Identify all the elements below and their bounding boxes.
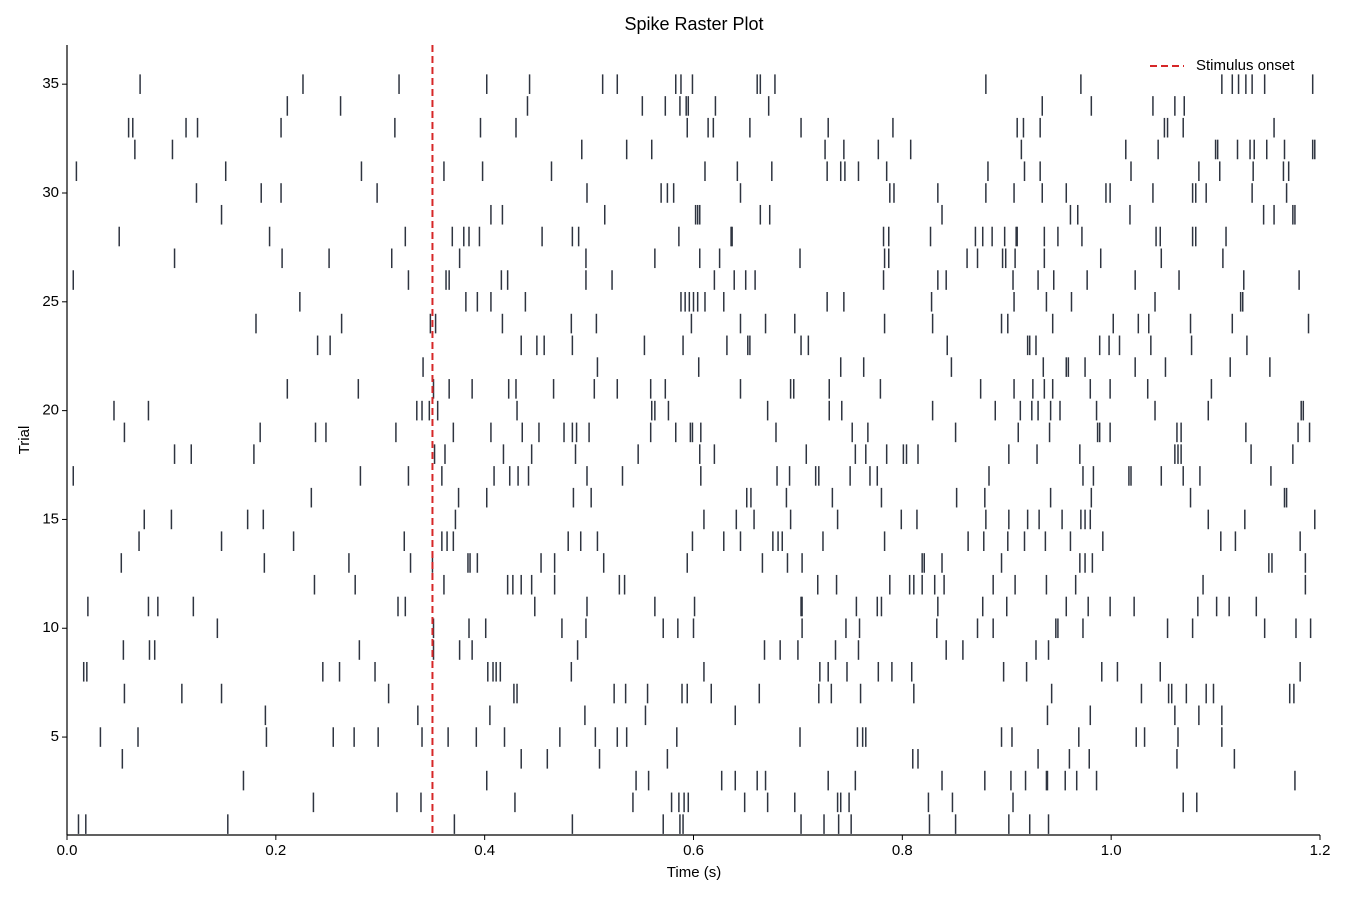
x-tick-label: 0.8 [892, 842, 913, 859]
y-tick-label: 35 [42, 75, 59, 92]
chart-title: Spike Raster Plot [624, 14, 763, 34]
x-tick-label: 0.0 [57, 842, 78, 859]
y-tick-label: 25 [42, 293, 59, 310]
y-axis-label: Trial [16, 426, 33, 455]
legend-label: Stimulus onset [1196, 57, 1295, 74]
x-tick-label: 0.2 [265, 842, 286, 859]
x-tick-label: 1.2 [1310, 842, 1331, 859]
x-tick-label: 0.6 [683, 842, 704, 859]
y-tick-label: 20 [42, 402, 59, 419]
y-tick-label: 15 [42, 510, 59, 527]
x-axis-label: Time (s) [667, 864, 721, 881]
x-tick-label: 1.0 [1101, 842, 1122, 859]
x-tick-label: 0.4 [474, 842, 495, 859]
y-tick-label: 30 [42, 184, 59, 201]
y-tick-label: 10 [42, 619, 59, 636]
y-tick-label: 5 [51, 728, 59, 745]
